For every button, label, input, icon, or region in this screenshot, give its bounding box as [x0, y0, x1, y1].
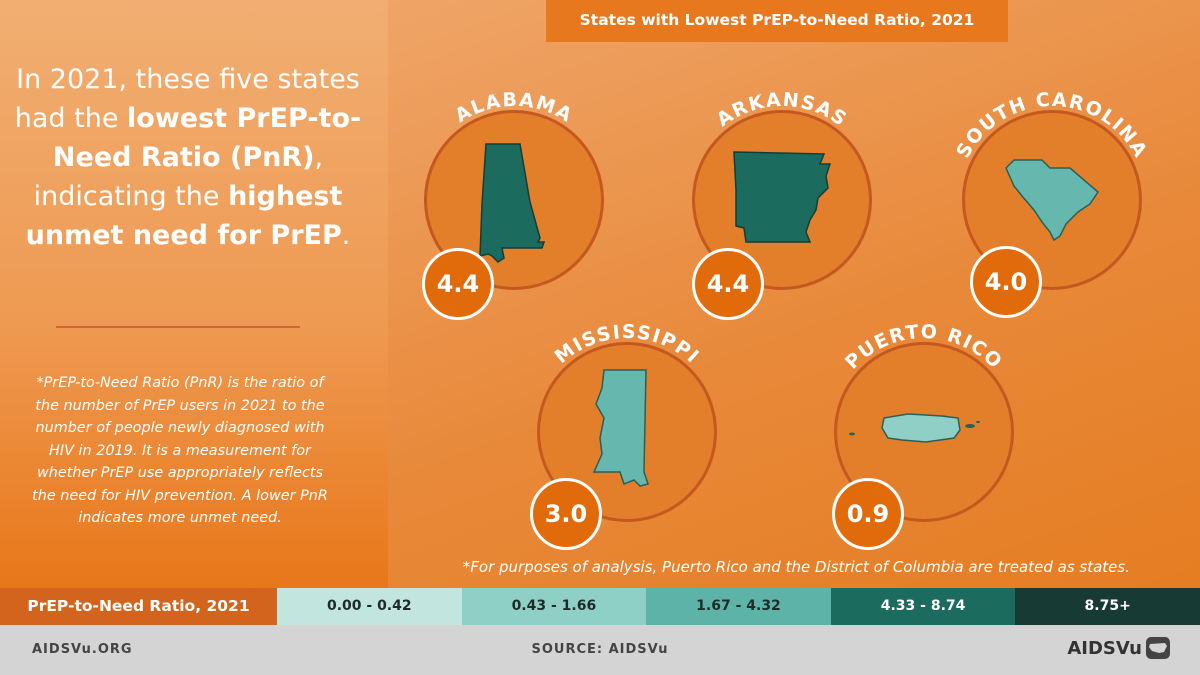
- intro-text: In 2021, these five states had the lowes…: [12, 60, 364, 255]
- legend-title: PrEP-to-Need Ratio, 2021: [0, 588, 277, 625]
- left-panel: [0, 0, 388, 588]
- footer: AIDSVu.ORG SOURCE: AIDSVu AIDSVu: [0, 625, 1200, 675]
- intro-text-part: .: [341, 220, 351, 251]
- mississippi-pnr-value: 3.0: [530, 478, 602, 550]
- intro-text-part: In 2021, these five states had the: [14, 64, 360, 134]
- legend-bin-1: 0.00 - 0.42: [277, 588, 462, 625]
- alabama-map-icon: [479, 143, 546, 263]
- us-map-logo-icon: [1146, 637, 1170, 659]
- arkansas-map-icon: [733, 151, 832, 243]
- source-credit: SOURCE: AIDSVu: [531, 642, 669, 657]
- puerto-rico-pnr-value: 0.9: [832, 478, 904, 550]
- legend-bin-5: 8.75+: [1015, 588, 1200, 625]
- intro-bold-lowest-pnr: lowest PrEP-to-Need Ratio (PnR): [52, 103, 362, 173]
- legend-bin-4: 4.33 - 8.74: [830, 588, 1016, 625]
- divider-line: [56, 326, 300, 328]
- mississippi-map-icon: [592, 369, 649, 487]
- alabama-pnr-value: 4.4: [422, 248, 494, 320]
- puerto-rico-map-icon: [849, 413, 980, 443]
- aidsvu-logo: AIDSVu: [1067, 637, 1170, 659]
- intro-bold-highest-unmet-need: highest unmet need for PrEP: [25, 181, 343, 251]
- intro-text-part: , indicating the: [33, 142, 324, 212]
- main-panel-background: [388, 0, 1200, 588]
- south-carolina-pnr-value: 4.0: [970, 246, 1042, 318]
- site-link[interactable]: AIDSVu.ORG: [32, 642, 133, 657]
- logo-text: AIDSVu: [1067, 637, 1142, 659]
- pnr-definition-note: *PrEP-to-Need Ratio (PnR) is the ratio o…: [32, 375, 328, 526]
- south-carolina-map-icon: [1005, 159, 1099, 242]
- legend-bin-3: 1.67 - 4.32: [646, 588, 831, 625]
- chart-title: States with Lowest PrEP-to-Need Ratio, 2…: [546, 0, 1008, 42]
- puerto-rico-dc-note: *For purposes of analysis, Puerto Rico a…: [462, 558, 1130, 576]
- arkansas-pnr-value: 4.4: [692, 248, 764, 320]
- legend-bar: PrEP-to-Need Ratio, 2021 0.00 - 0.42 0.4…: [0, 588, 1200, 625]
- legend-bin-2: 0.43 - 1.66: [461, 588, 647, 625]
